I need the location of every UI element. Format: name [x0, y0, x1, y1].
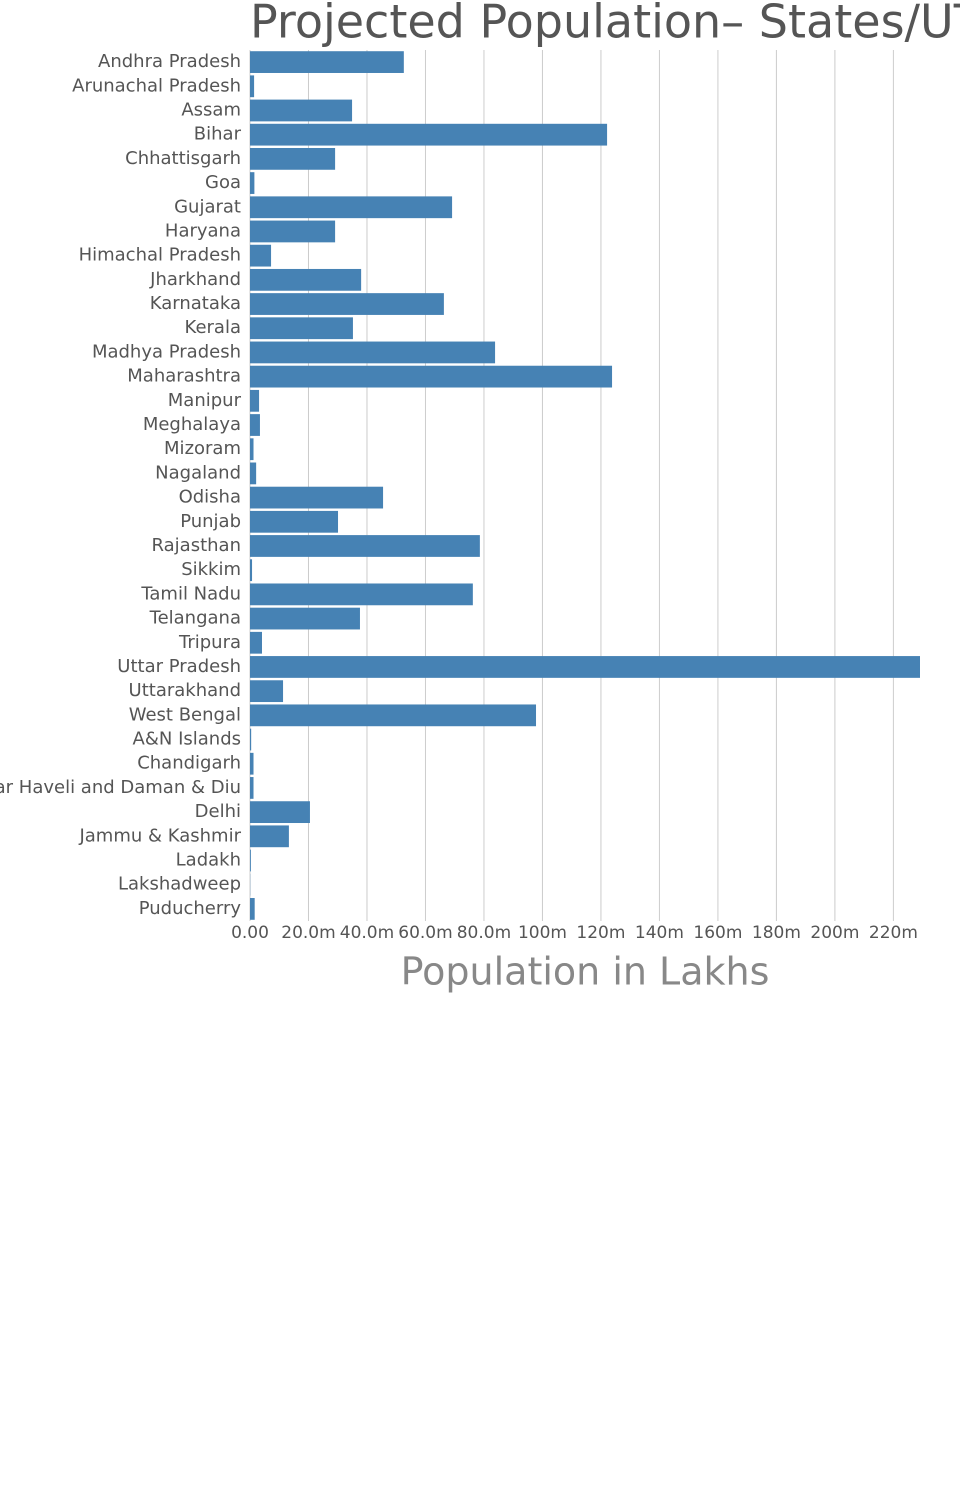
y-tick-label: Bihar	[194, 124, 242, 145]
bar	[250, 414, 260, 436]
bar	[250, 196, 453, 219]
y-tick-label: Tripura	[178, 632, 241, 653]
x-tick-label: 220m	[869, 923, 918, 943]
bar	[250, 752, 254, 775]
bar	[250, 51, 404, 73]
y-tick-label: Puducherry	[139, 898, 242, 919]
bar	[250, 123, 608, 146]
y-tick-label: Sikkim	[181, 559, 241, 580]
x-tick-label: 160m	[693, 923, 742, 943]
y-tick-label: Jammu & Kashmir	[78, 825, 241, 846]
bar	[250, 317, 353, 340]
bar	[250, 438, 254, 461]
bar	[250, 172, 255, 194]
y-tick-label: Telangana	[149, 608, 241, 629]
bar	[250, 777, 254, 799]
bar	[250, 631, 262, 654]
y-tick-label: Jharkhand	[149, 269, 241, 290]
y-tick-label: Chhattisgarh	[125, 148, 241, 169]
bar	[250, 293, 444, 315]
bar	[250, 898, 255, 920]
y-tick-label: Punjab	[180, 511, 241, 532]
y-tick-label: Andhra Pradesh	[98, 51, 241, 72]
bar	[250, 559, 253, 582]
bar	[250, 607, 360, 630]
bar	[250, 341, 496, 364]
x-axis-title: Population in Lakhs	[401, 950, 770, 994]
y-tick-label: A&N Islands	[133, 729, 241, 750]
bar	[250, 535, 480, 557]
y-tick-label: Uttar Pradesh	[117, 656, 241, 677]
y-tick-label: Kerala	[185, 317, 241, 338]
y-tick-label: Nagaland	[155, 462, 241, 483]
bar	[250, 99, 353, 122]
bar	[250, 728, 252, 751]
y-tick-label: Madhya Pradesh	[92, 341, 241, 362]
y-tick-label: Meghalaya	[143, 414, 241, 435]
y-tick-label: Gujarat	[174, 196, 241, 217]
bar	[250, 268, 362, 291]
y-tick-label: Haryana	[165, 220, 241, 241]
bar	[250, 220, 336, 243]
x-tick-label: 180m	[752, 923, 801, 943]
bar	[250, 389, 260, 412]
bar	[250, 486, 384, 509]
y-tick-label: Tamil Nadu	[140, 583, 241, 604]
y-tick-label: Goa	[205, 172, 241, 193]
x-tick-label: 0.00	[231, 923, 269, 943]
bar	[250, 680, 284, 703]
bar	[250, 462, 257, 485]
bar	[250, 583, 473, 606]
bar	[250, 704, 537, 727]
y-tick-label: Arunachal Pradesh	[72, 75, 241, 96]
x-tick-label: 80.0m	[457, 923, 511, 943]
y-tick-label: Lakshadweep	[118, 874, 241, 895]
bar	[250, 75, 255, 98]
x-tick-label: 60.0m	[398, 923, 452, 943]
bar	[250, 849, 251, 872]
y-tick-label: Ladakh	[176, 850, 241, 871]
y-tick-label: Rajasthan	[152, 535, 241, 556]
x-tick-label: 40.0m	[340, 923, 394, 943]
chart-title: Projected Population– States/UT	[250, 0, 960, 49]
y-tick-label: Himachal Pradesh	[79, 245, 241, 266]
y-tick-label: Mizoram	[164, 438, 241, 459]
bar	[250, 244, 272, 267]
bar	[250, 510, 339, 533]
x-tick-label: 140m	[635, 923, 684, 943]
bar	[250, 801, 310, 824]
y-tick-label: Uttarakhand	[129, 680, 241, 701]
x-tick-label: 120m	[576, 923, 625, 943]
y-tick-label: West Bengal	[129, 704, 241, 725]
bar	[250, 656, 920, 678]
y-tick-label: Chandigarh	[137, 753, 241, 774]
y-tick-label: Manipur	[168, 390, 242, 411]
x-tick-label: 200m	[810, 923, 859, 943]
y-tick-label: Dadra and Nagar Haveli and Daman & Diu	[0, 777, 241, 798]
bar	[250, 365, 613, 388]
bar	[250, 825, 289, 848]
y-tick-label: Karnataka	[150, 293, 241, 314]
x-tick-label: 20.0m	[281, 923, 335, 943]
y-tick-label: Odisha	[179, 487, 241, 508]
y-tick-label: Maharashtra	[127, 366, 241, 387]
y-tick-label: Delhi	[195, 801, 241, 822]
y-tick-label: Assam	[181, 99, 241, 120]
x-tick-label: 100m	[518, 923, 567, 943]
bar	[250, 147, 336, 170]
